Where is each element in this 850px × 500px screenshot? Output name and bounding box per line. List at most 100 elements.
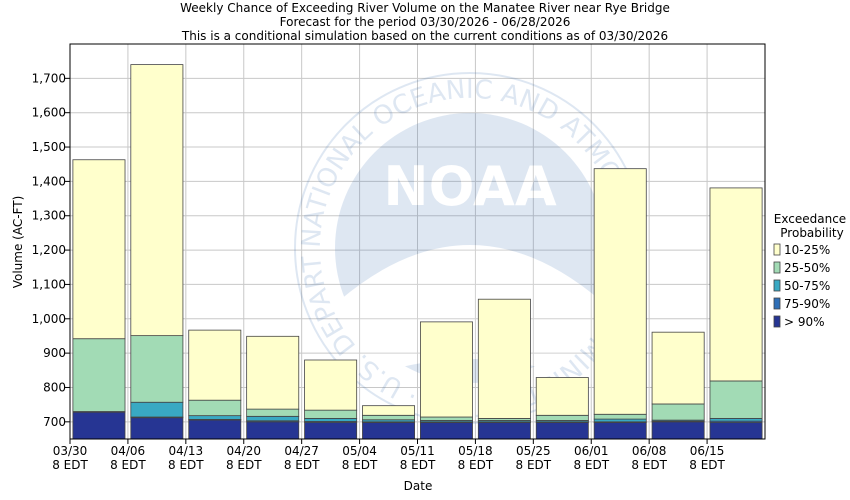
- x-axis-label: Date: [404, 479, 433, 493]
- bar-segment: [130, 335, 184, 403]
- legend-label: 10-25%: [784, 243, 830, 257]
- x-tick-label-time: 8 EDT: [226, 458, 262, 472]
- x-tick-label-time: 8 EDT: [168, 458, 204, 472]
- bar-segment: [304, 409, 358, 419]
- y-tick-label: 900: [43, 346, 66, 360]
- bar-segment: [709, 380, 763, 419]
- x-tick-label-time: 8 EDT: [52, 458, 88, 472]
- legend-title-line1: Exceedance: [774, 212, 846, 226]
- legend-label: > 90%: [784, 315, 825, 329]
- y-tick-label: 1,200: [32, 243, 66, 257]
- bar-segment: [651, 403, 705, 421]
- y-tick-label: 1,300: [32, 209, 66, 223]
- noaa-gull-icon: [340, 245, 600, 388]
- noaa-seal-inner: [335, 113, 605, 383]
- bar-segment: [593, 168, 647, 415]
- x-tick-label-date: 03/30: [53, 444, 88, 458]
- bar-segment: [72, 411, 126, 440]
- bar-segment: [419, 416, 473, 421]
- x-tick-label-time: 8 EDT: [458, 458, 494, 472]
- x-tick-label-date: 06/15: [690, 444, 725, 458]
- legend-swatch: [773, 243, 781, 256]
- y-tick-label: 1,600: [32, 106, 66, 120]
- y-tick-label: 1,500: [32, 140, 66, 154]
- bar-segment: [593, 413, 647, 420]
- ticks-layer: 700 800 900 1,000 1,100 1,200 1,300 1,400 1,500 1…: [32, 71, 726, 472]
- noaa-logo-text: NOAA: [383, 155, 556, 218]
- bar-segment: [304, 422, 358, 440]
- bar-segment: [130, 417, 184, 440]
- legend-swatch: [773, 279, 781, 292]
- bars-layer: [72, 64, 763, 440]
- legend-label: 75-90%: [784, 297, 830, 311]
- x-tick-label-date: 05/25: [516, 444, 551, 458]
- bar-segment: [419, 321, 473, 418]
- grid-layer: [70, 44, 765, 439]
- chart-subtitle-period: Forecast for the period 03/30/2026 - 06/…: [280, 15, 571, 29]
- bar-segment: [709, 187, 763, 382]
- legend-swatch: [773, 297, 781, 310]
- y-tick-label: 1,100: [32, 277, 66, 291]
- y-tick-label: 700: [43, 415, 66, 429]
- bar-segment: [709, 417, 763, 422]
- chart-subtitle-conditions: This is a conditional simulation based o…: [181, 29, 668, 43]
- y-tick-label: 1,700: [32, 71, 66, 85]
- bar-segment: [651, 421, 705, 440]
- bar-segment: [188, 329, 242, 401]
- bar-segment: [246, 335, 300, 410]
- bar-segment: [362, 405, 416, 416]
- x-tick-label-time: 8 EDT: [284, 458, 320, 472]
- bar-segment: [72, 159, 126, 340]
- legend: Exceedance Probability 10-25% 25-50% 50-75…: [773, 212, 846, 329]
- x-tick-label-date: 04/13: [169, 444, 204, 458]
- x-tick-label-time: 8 EDT: [516, 458, 552, 472]
- x-tick-label-time: 8 EDT: [689, 458, 725, 472]
- bar-segment: [304, 359, 358, 411]
- x-tick-label-time: 8 EDT: [400, 458, 436, 472]
- x-tick-label-time: 8 EDT: [573, 458, 609, 472]
- legend-swatch: [773, 261, 781, 274]
- y-tick-label: 800: [43, 380, 66, 394]
- bar-segment: [130, 64, 184, 337]
- bar-segment: [419, 422, 473, 440]
- chart-title: Weekly Chance of Exceeding River Volume …: [180, 1, 670, 15]
- x-tick-label-date: 06/01: [574, 444, 609, 458]
- y-tick-label: 1,400: [32, 174, 66, 188]
- bar-segment: [72, 338, 126, 412]
- legend-title-line2: Probability: [780, 226, 843, 240]
- bar-segment: [709, 422, 763, 440]
- bar-segment: [246, 408, 300, 417]
- bar-segment: [304, 417, 358, 422]
- bar-segment: [246, 415, 300, 422]
- bar-segment: [535, 377, 589, 416]
- legend-label: 50-75%: [784, 279, 830, 293]
- x-tick-label-date: 04/06: [111, 444, 146, 458]
- bar-segment: [477, 422, 531, 440]
- bar-segment: [188, 399, 242, 417]
- bar-segment: [651, 331, 705, 405]
- bar-segment: [130, 401, 184, 418]
- x-tick-label-date: 06/08: [632, 444, 667, 458]
- legend-swatch: [773, 315, 781, 328]
- legend-label: 25-50%: [784, 261, 830, 275]
- bar-segment: [535, 422, 589, 440]
- x-tick-label-time: 8 EDT: [631, 458, 667, 472]
- x-tick-label-time: 8 EDT: [342, 458, 378, 472]
- bar-segment: [246, 421, 300, 440]
- bar-segment: [477, 298, 531, 419]
- x-tick-label-date: 05/18: [458, 444, 493, 458]
- bar-segment: [362, 422, 416, 440]
- y-tick-label: 1,000: [32, 312, 66, 326]
- x-tick-label-date: 04/20: [226, 444, 261, 458]
- legend-items: 10-25% 25-50% 50-75% 75-90% > 90%: [773, 243, 830, 329]
- bar-segment: [593, 422, 647, 440]
- x-tick-label-time: 8 EDT: [110, 458, 146, 472]
- bar-segment: [362, 414, 416, 421]
- bar-segment: [535, 414, 589, 421]
- bar-segment: [593, 418, 647, 423]
- x-tick-label-date: 04/27: [284, 444, 319, 458]
- bar-segment: [188, 415, 242, 420]
- x-tick-label-date: 05/11: [400, 444, 435, 458]
- x-tick-label-date: 05/04: [342, 444, 377, 458]
